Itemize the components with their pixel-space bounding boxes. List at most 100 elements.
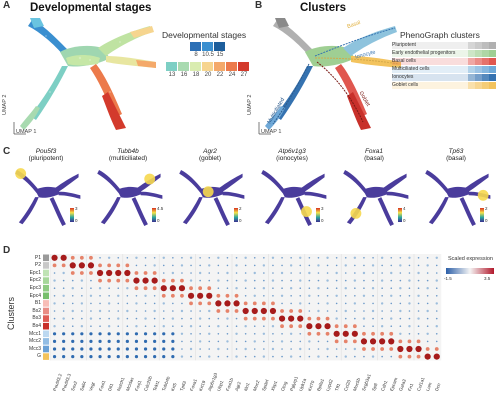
dot [417,271,420,275]
gene-title-foxa1: Foxa1 (basal) [336,148,412,162]
dot [71,347,75,351]
dot [208,340,211,343]
column-label: Bpifa1 [315,378,325,393]
dot [199,310,201,312]
dot [226,348,229,350]
dot [408,279,411,282]
dot [353,256,357,259]
dot [316,316,321,321]
dot [334,339,339,344]
dot [235,325,238,327]
dot [426,272,429,274]
pheno-legend-swatch [482,58,489,65]
dot [362,317,366,320]
dot [271,316,275,321]
column-label: Dll1 [106,383,114,393]
column-label: Krt19 [197,380,206,393]
dot [344,295,347,297]
stage-swatch-5 [190,62,201,71]
pheno-legend-swatch [468,74,475,81]
dot [135,264,138,267]
dot [143,271,148,275]
dot [235,272,238,274]
row-color-swatch [43,307,49,315]
pheno-legend-label: Goblet cells [392,82,419,88]
dot [315,323,322,330]
dot [288,315,295,322]
dot [208,257,211,259]
dot [134,339,139,343]
pheno-legend-swatch [468,66,475,73]
dot [172,264,174,267]
dot [198,317,202,320]
dot [399,279,402,282]
gene-name: Tubb4b [117,148,139,155]
dot [171,355,175,359]
dot [344,257,347,259]
dot [335,302,338,305]
dot [354,287,356,289]
dot [117,294,120,297]
dot [162,325,165,328]
stage-label-0: 8 [194,52,198,58]
dot [435,302,438,305]
row-label: B1 [34,300,41,307]
column-label: Foxa1 [188,378,198,393]
dot [207,286,212,291]
dot [235,257,238,259]
column-label: Cdh1 [379,380,388,393]
dot [99,295,101,297]
dot [416,339,421,344]
dot [408,272,411,274]
column-label: Upk1a [297,378,307,393]
dot [290,279,292,282]
stage-swatch-4 [178,62,189,71]
dot [162,339,166,343]
dot [390,294,393,297]
dot [308,348,311,350]
dot [133,277,140,284]
gene-colorbar-min: 0 [485,218,488,223]
dot [143,355,148,359]
dot [52,332,57,336]
dot [435,310,438,312]
dot [344,279,347,282]
dot [253,333,256,335]
pheno-legend-swatch [468,82,475,89]
column-label: Ccl20 [343,379,352,393]
dot [207,301,212,306]
dot [390,287,393,289]
dot [260,307,267,315]
dot [352,339,357,344]
dot [80,339,84,343]
dot [208,317,211,320]
gene-subtitle: (ionocytes) [276,155,308,162]
dot [426,340,429,343]
dot [178,285,186,292]
column-label: Foxj1 [133,380,143,393]
dot [399,264,402,267]
dot [235,279,238,282]
dot [171,271,175,275]
dot [363,302,365,305]
dot [399,295,402,297]
dot [89,271,93,275]
dot [98,278,102,283]
dot [308,355,311,358]
panel-a-axis-x: UMAP 1 [16,129,37,135]
row-label: P1 [34,254,41,261]
dot [144,294,147,297]
dot [116,263,121,268]
dot [116,332,120,336]
dot [434,347,439,351]
dot [389,331,394,336]
dot [335,257,338,259]
pheno-legend-swatch [475,82,482,89]
dot [235,264,238,267]
dot [390,355,393,358]
dot [53,310,56,312]
stage-label-3: 13 [168,72,176,78]
pheno-legend-swatch [468,58,475,65]
gene-name: Atp6v1g3 [278,148,306,155]
pheno-legend-swatch [489,74,496,81]
